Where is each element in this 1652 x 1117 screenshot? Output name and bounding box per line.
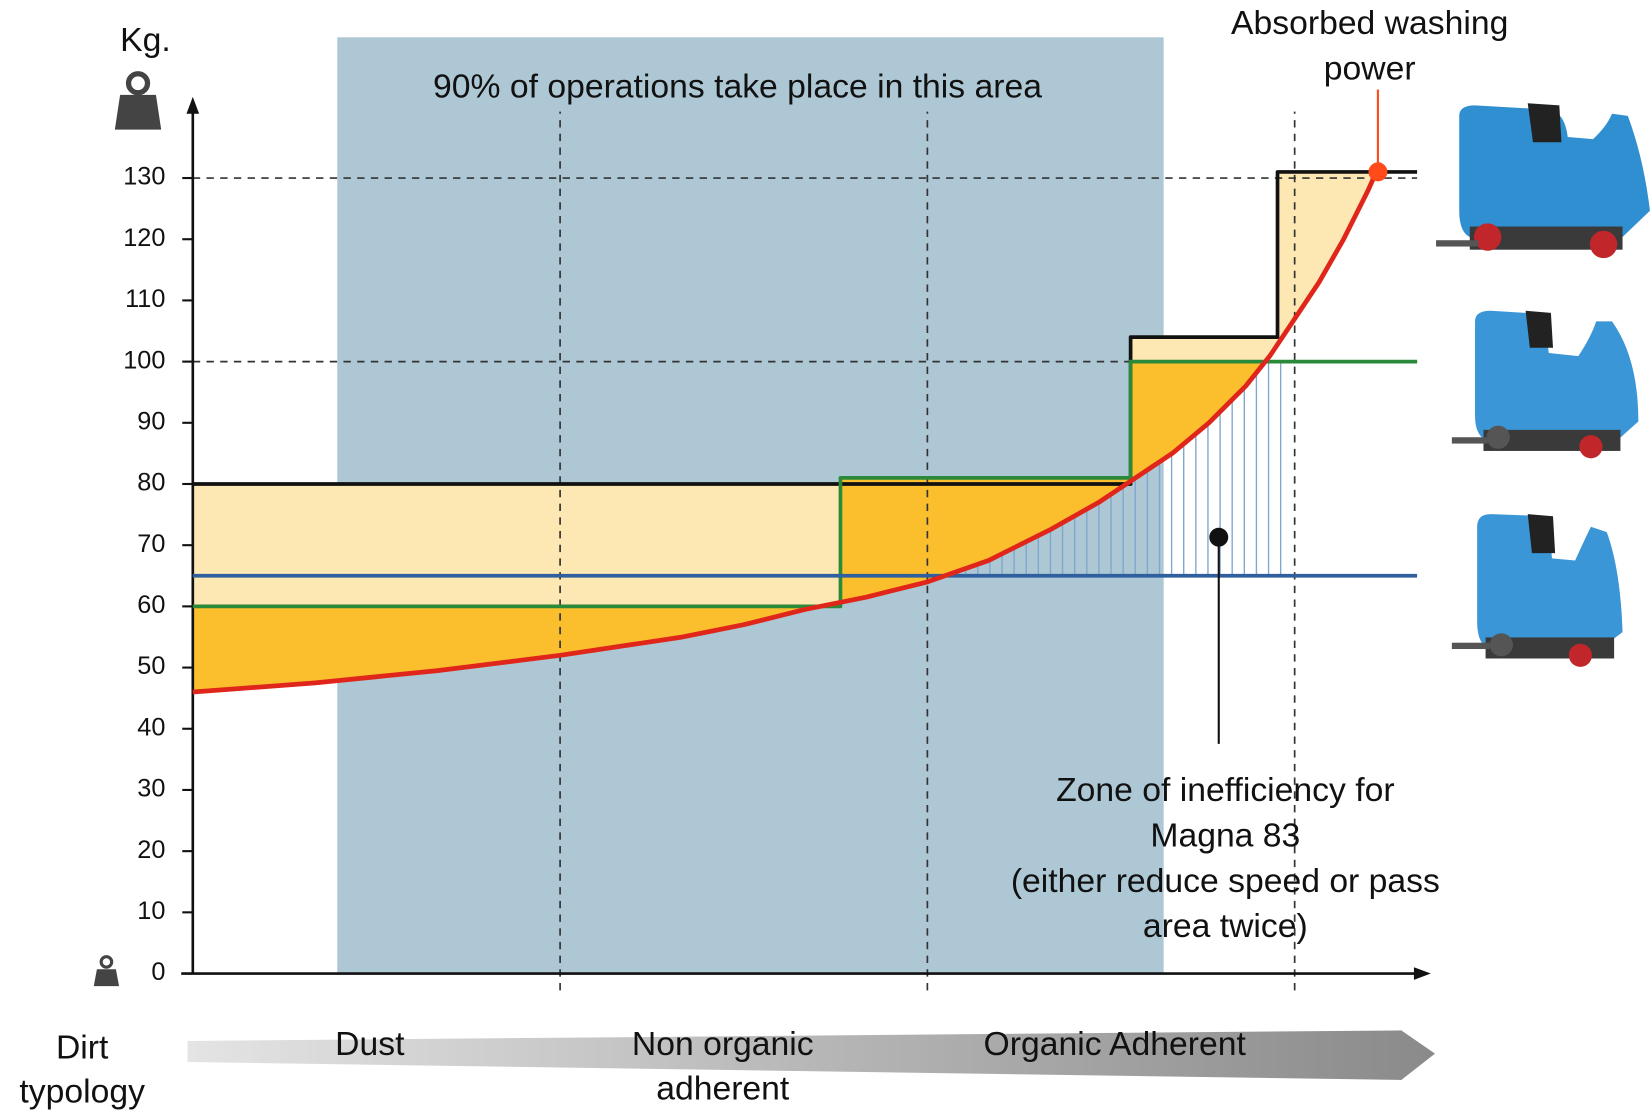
- category-label: adherent: [656, 1069, 790, 1107]
- y-tick-label: 120: [123, 224, 165, 252]
- inefficiency-label: area twice): [1143, 907, 1308, 945]
- category-label: Non organic: [632, 1025, 814, 1063]
- inefficiency-label: (either reduce speed or pass: [1011, 862, 1440, 900]
- step-line: [192, 170, 1418, 486]
- y-tick-label: 20: [137, 836, 165, 864]
- power-label: Absorbed washing: [1231, 4, 1508, 42]
- step-line: [192, 359, 1418, 609]
- y-tick-label: 0: [151, 958, 165, 986]
- y-tick-label: 100: [123, 346, 165, 374]
- x-axis-label: typology: [19, 1073, 145, 1111]
- power-marker: [1368, 162, 1388, 182]
- step-area: [192, 171, 1418, 693]
- y-tick-label: 110: [125, 285, 165, 313]
- y-axis-arrow: [186, 96, 200, 114]
- weight-icon-large: [114, 71, 162, 130]
- y-tick-label: 10: [137, 897, 165, 925]
- power-curve: [192, 161, 1383, 695]
- y-tick-label: 40: [137, 713, 165, 741]
- y-tick-label: 60: [137, 591, 165, 619]
- foreground-layer: 0 10 20 30 40 50 60 70 80 90 100 110 120 130 Absorbed …: [19, 4, 1508, 1110]
- x-axis-label: Dirt: [56, 1028, 109, 1066]
- machine-large: [1436, 103, 1650, 259]
- dirt-arrow: [187, 1030, 1436, 1080]
- y-tick-label: 90: [137, 407, 165, 435]
- inefficiency-label: Magna 83: [1150, 817, 1300, 855]
- y-tick-label: 130: [123, 163, 165, 191]
- y-tick-label: 30: [137, 775, 165, 803]
- y-axis-label: Kg.: [120, 21, 171, 59]
- background-layer: [192, 37, 1418, 991]
- machine-small: [1451, 514, 1623, 667]
- shade-title: 90% of operations take place in this are…: [433, 67, 1042, 105]
- weight-icon-small: [93, 955, 120, 987]
- category-label: Organic Adherent: [984, 1025, 1247, 1063]
- category-label: Dust: [335, 1025, 405, 1063]
- inefficiency-label: Zone of inefficiency for: [1056, 771, 1394, 809]
- machine-medium: [1451, 310, 1639, 459]
- y-tick-label: 70: [137, 530, 165, 558]
- inefficiency-marker: [1209, 527, 1229, 547]
- y-tick-label: 50: [137, 652, 165, 680]
- power-label: power: [1324, 49, 1416, 87]
- y-tick-label: 80: [137, 469, 165, 497]
- x-axis-arrow: [1413, 967, 1431, 980]
